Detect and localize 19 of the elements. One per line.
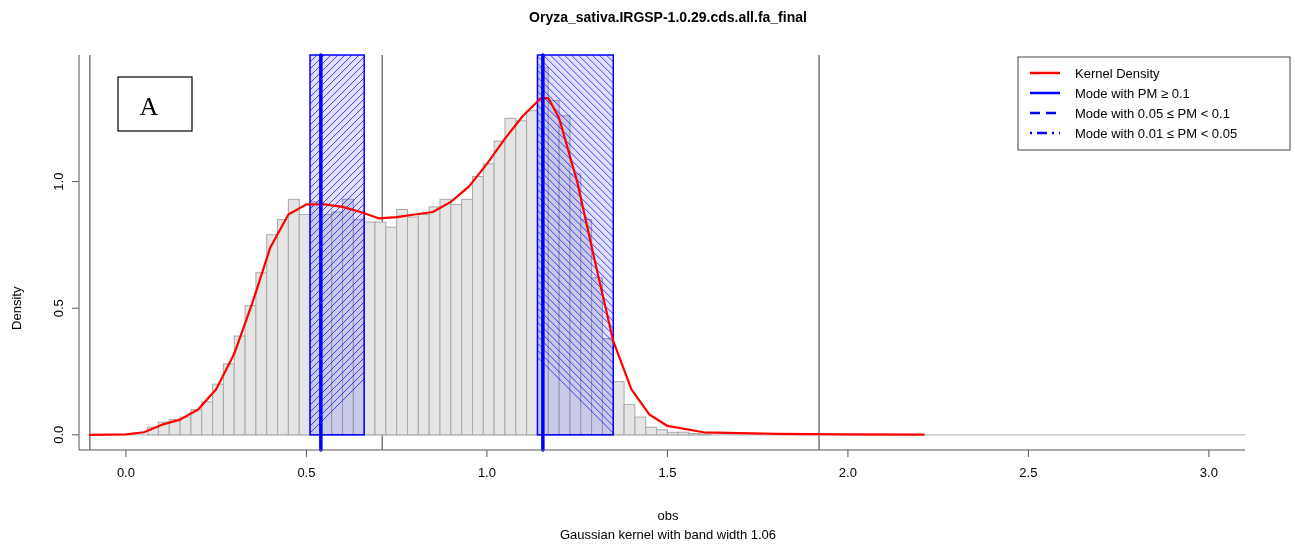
x-tick-label: 0.5 [297, 465, 316, 480]
legend-label: Kernel Density [1075, 66, 1161, 81]
x-tick-label: 0.0 [116, 465, 135, 480]
legend-label: Mode with 0.01 ≤ PM < 0.05 [1075, 126, 1238, 141]
x-axis-title: obs [657, 508, 679, 523]
x-tick-label: 3.0 [1199, 465, 1218, 480]
legend-label: Mode with 0.05 ≤ PM < 0.1 [1075, 106, 1230, 121]
x-tick-label: 2.5 [1019, 465, 1038, 480]
text: Gaussian kernel with band width 1.06 [559, 527, 777, 542]
y-tick-label: 0.5 [51, 299, 66, 318]
x-tick-label: 1.0 [477, 465, 496, 480]
y-tick-label: 1.0 [51, 172, 66, 191]
chart-title: Oryza_sativa.IRGSP-1.0.29.cds.all.fa_final [529, 9, 807, 25]
annotation: A [139, 92, 159, 121]
y-tick-label: 0.0 [51, 425, 66, 444]
x-tick-label: 1.5 [658, 465, 677, 480]
x-tick-label: 2.0 [838, 465, 857, 480]
y-axis-title: Density [9, 286, 24, 330]
legend-label: Mode with PM ≥ 0.1 [1075, 86, 1190, 101]
